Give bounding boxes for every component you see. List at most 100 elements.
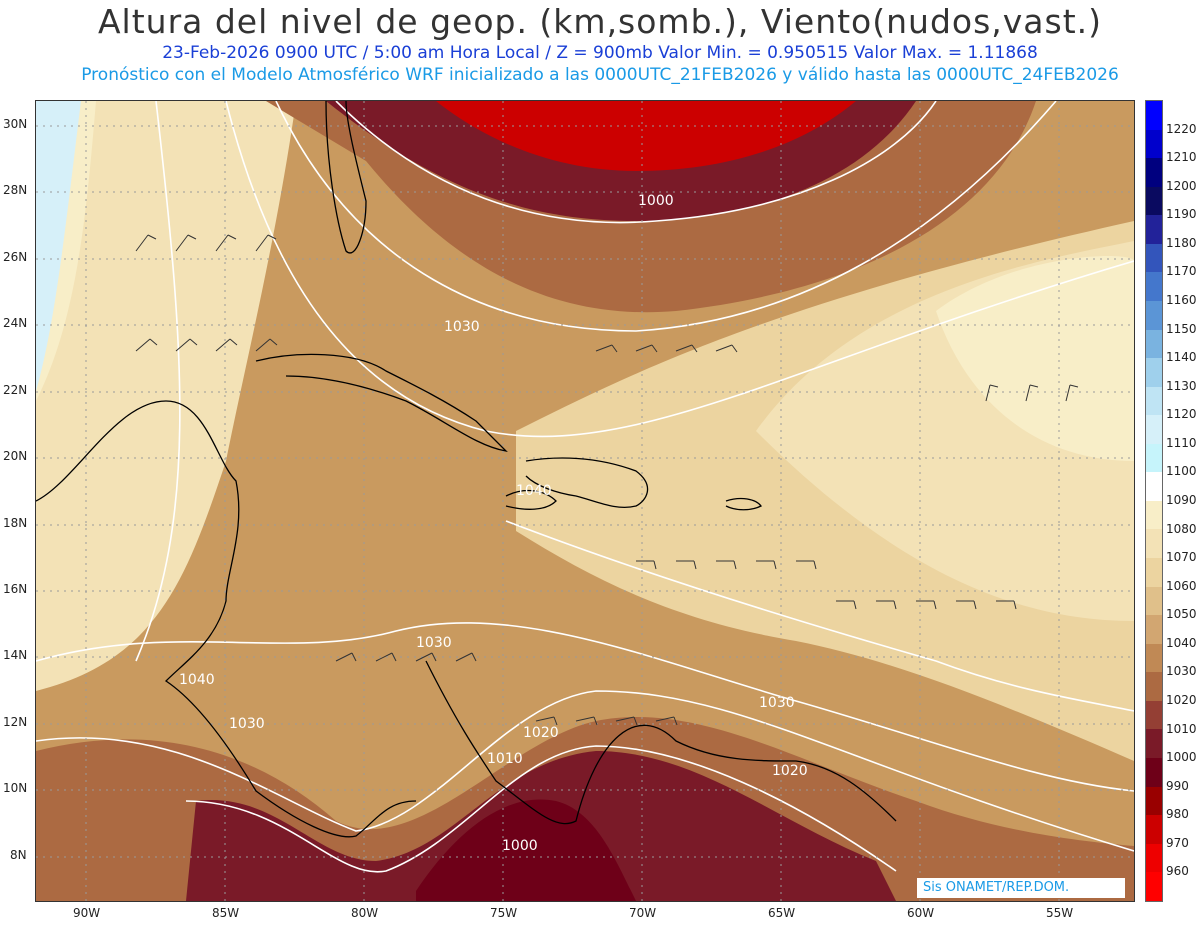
colorbar-segment bbox=[1146, 757, 1162, 787]
core-low-south bbox=[416, 799, 636, 901]
colorbar-label: 1030 bbox=[1166, 664, 1197, 679]
lon-label: 75W bbox=[490, 906, 518, 920]
colorbar-segment bbox=[1146, 786, 1162, 816]
contour-label: 1040 bbox=[179, 672, 215, 688]
map-subtitle-valid-time: 23-Feb-2026 0900 UTC / 5:00 am Hora Loca… bbox=[162, 43, 1038, 63]
contour-value-labels: 1000 1030 1040 1030 1040 1030 1020 1010 … bbox=[179, 193, 808, 854]
colorbar-label: 1190 bbox=[1166, 207, 1197, 222]
geopotential-map: 1000 1030 1040 1030 1040 1030 1020 1010 … bbox=[35, 100, 1135, 902]
colorbar-segment bbox=[1146, 129, 1162, 159]
lat-label: 16N bbox=[3, 582, 28, 596]
lat-label: 24N bbox=[3, 316, 28, 330]
colorbar-segment bbox=[1146, 815, 1162, 844]
colorbar-label: 1210 bbox=[1166, 150, 1197, 165]
colorbar-label: 1060 bbox=[1166, 578, 1197, 593]
contour-label: 1000 bbox=[638, 193, 674, 209]
contour-label: 1040 bbox=[516, 483, 552, 499]
contour-label: 1000 bbox=[502, 838, 538, 854]
colorbar-label: 1150 bbox=[1166, 321, 1197, 336]
colorbar-label: 1200 bbox=[1166, 178, 1197, 193]
lon-label: 70W bbox=[629, 906, 657, 920]
lat-label: 30N bbox=[3, 117, 28, 131]
colorbar-label: 1010 bbox=[1166, 721, 1197, 736]
colorbar-label: 1130 bbox=[1166, 378, 1197, 393]
lon-label: 55W bbox=[1046, 906, 1074, 920]
lat-label: 28N bbox=[3, 183, 28, 197]
colorbar-segment bbox=[1146, 843, 1162, 873]
lon-label: 60W bbox=[907, 906, 935, 920]
colorbar-label: 1100 bbox=[1166, 464, 1197, 479]
lat-label: 8N bbox=[10, 848, 27, 862]
colorbar-segment bbox=[1146, 443, 1162, 473]
colorbar-segment bbox=[1146, 529, 1162, 558]
colorbar-segment bbox=[1146, 643, 1162, 673]
colorbar-segment bbox=[1146, 101, 1162, 130]
colorbar-segment bbox=[1146, 158, 1162, 187]
lightest-field-east bbox=[936, 256, 1134, 461]
colorbar-label: 1120 bbox=[1166, 407, 1197, 422]
colorbar-segment bbox=[1146, 872, 1162, 901]
colorbar-label: 980 bbox=[1166, 807, 1189, 822]
colorbar-segment bbox=[1146, 586, 1162, 616]
colorbar-segment bbox=[1146, 386, 1162, 416]
colorbar-label: 1020 bbox=[1166, 693, 1197, 707]
graticule bbox=[36, 101, 1134, 901]
colorbar-label: 1180 bbox=[1166, 235, 1197, 250]
credit-label: Sis ONAMET/REP.DOM. bbox=[917, 878, 1125, 898]
colorbar-label: 990 bbox=[1166, 778, 1189, 793]
colorbar-label: 1050 bbox=[1166, 607, 1197, 622]
light-field-west bbox=[36, 101, 296, 691]
cyan-field-west bbox=[36, 101, 81, 391]
lat-label: 14N bbox=[3, 648, 28, 662]
colorbar-segment bbox=[1146, 500, 1162, 530]
colorbar-label: 1080 bbox=[1166, 521, 1197, 536]
colorbar-label: 1070 bbox=[1166, 550, 1197, 565]
colorbar-label: 1160 bbox=[1166, 293, 1197, 307]
colorbar-segment bbox=[1146, 358, 1162, 387]
colorbar-segment bbox=[1146, 415, 1162, 444]
lon-label: 85W bbox=[212, 906, 240, 920]
colorbar-segment bbox=[1146, 215, 1162, 244]
map-subtitle-model-run: Pronóstico con el Modelo Atmosférico WRF… bbox=[81, 65, 1119, 85]
colorbar-label: 1090 bbox=[1166, 493, 1197, 507]
colorbar-label: 1000 bbox=[1166, 750, 1197, 765]
colorbar-segment bbox=[1146, 300, 1162, 330]
colorbar-segment bbox=[1146, 329, 1162, 359]
lon-label: 80W bbox=[351, 906, 379, 920]
lat-label: 26N bbox=[3, 250, 28, 264]
contour-label: 1030 bbox=[229, 716, 265, 732]
contour-label: 1030 bbox=[759, 695, 795, 711]
colorbar-label: 970 bbox=[1166, 835, 1189, 850]
wind-barbs bbox=[135, 234, 1079, 726]
contour-lines bbox=[36, 101, 1134, 873]
contour-label: 1020 bbox=[523, 725, 559, 741]
colorbar bbox=[1145, 100, 1163, 902]
lat-label: 10N bbox=[3, 781, 28, 795]
contour-label: 1030 bbox=[444, 319, 480, 335]
colorbar-segment bbox=[1146, 729, 1162, 758]
colorbar-segment bbox=[1146, 472, 1162, 501]
core-low-north bbox=[436, 101, 856, 171]
contour-label: 1010 bbox=[487, 751, 523, 767]
map-canvas: 1000 1030 1040 1030 1040 1030 1020 1010 … bbox=[36, 101, 1134, 901]
lon-label: 65W bbox=[768, 906, 796, 920]
colorbar-segment bbox=[1146, 615, 1162, 644]
lon-label: 90W bbox=[73, 906, 101, 920]
contour-label: 1020 bbox=[772, 763, 808, 779]
colorbar-segment bbox=[1146, 243, 1162, 273]
colorbar-label: 1170 bbox=[1166, 264, 1197, 279]
colorbar-label: 1140 bbox=[1166, 350, 1197, 365]
colorbar-label: 1110 bbox=[1166, 435, 1197, 450]
colorbar-segment bbox=[1146, 272, 1162, 301]
colorbar-segment bbox=[1146, 700, 1162, 730]
contour-label: 1030 bbox=[416, 635, 452, 651]
map-title: Altura del nivel de geop. (km,somb.), Vi… bbox=[97, 2, 1103, 41]
lat-label: 20N bbox=[3, 449, 28, 463]
colorbar-label: 1220 bbox=[1166, 121, 1197, 136]
coastlines bbox=[36, 101, 897, 838]
lat-label: 12N bbox=[3, 715, 28, 729]
colorbar-label: 960 bbox=[1166, 864, 1189, 879]
lat-label: 22N bbox=[3, 383, 28, 397]
colorbar-segment bbox=[1146, 186, 1162, 216]
colorbar-label: 1040 bbox=[1166, 635, 1197, 650]
